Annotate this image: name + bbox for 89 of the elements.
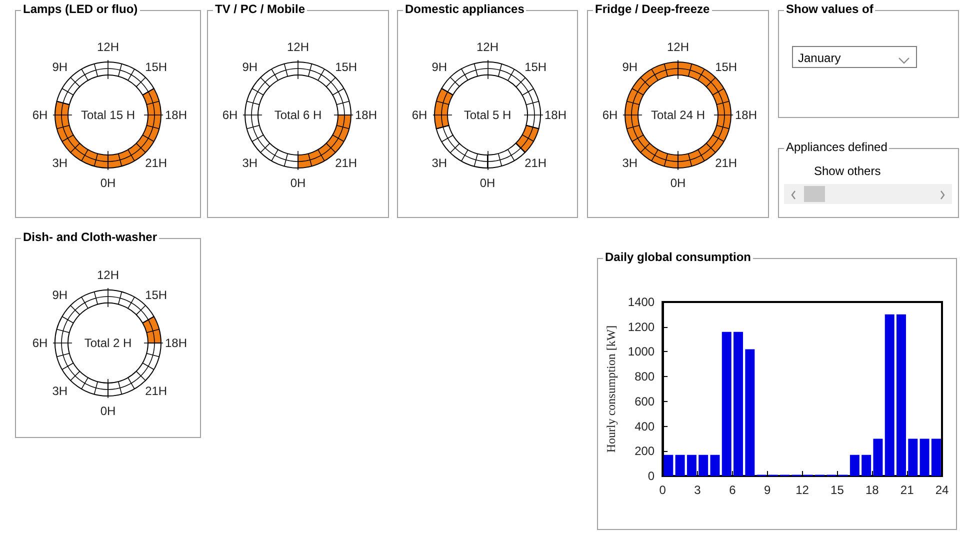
y-tick-label: 200	[634, 444, 655, 458]
y-tick-label: 0	[648, 469, 655, 483]
text: 3H	[52, 384, 68, 398]
text: 0H	[100, 176, 116, 190]
chart-title: Domestic appliances	[403, 2, 526, 17]
chart-title: Lamps (LED or fluo)	[21, 2, 140, 17]
text: 0H	[670, 176, 686, 190]
x-tick-label: 9	[764, 483, 772, 497]
text: 12H	[286, 40, 310, 54]
text: 9H	[52, 60, 68, 74]
text: 15H	[145, 60, 168, 74]
text: 6H	[602, 108, 618, 122]
x-tick-label: 3	[694, 483, 702, 497]
text: Total 2 H	[84, 336, 132, 350]
text: 3H	[432, 156, 448, 170]
text: 9H	[52, 288, 68, 302]
bar	[734, 332, 744, 476]
bar	[884, 314, 894, 476]
chart-title: Fridge / Deep-freeze	[593, 2, 712, 17]
bar	[675, 454, 685, 476]
y-axis-title: Hourly consumption [kW]	[604, 325, 618, 453]
chart-title: Daily global consumption	[603, 250, 754, 265]
x-tick-label: 24	[935, 483, 949, 497]
y-tick-label: 400	[634, 419, 655, 434]
text: January	[798, 51, 841, 65]
text: 6H	[32, 336, 48, 350]
y-tick-label: 600	[634, 394, 655, 408]
text: 3H	[52, 156, 68, 170]
text: 6H	[412, 108, 428, 122]
text: 15H	[715, 60, 738, 74]
text: Appliances defined	[784, 140, 890, 155]
bar	[686, 454, 696, 476]
y-tick-label: 800	[634, 370, 655, 384]
bar	[896, 314, 906, 476]
bar	[722, 332, 732, 476]
x-tick-label: 15	[830, 483, 844, 497]
text: 21H	[145, 384, 168, 398]
text: 18H	[354, 108, 378, 122]
text: 0H	[290, 176, 306, 190]
text: 18H	[164, 336, 188, 350]
text: Show others	[814, 164, 881, 178]
text: Total 5 H	[464, 108, 512, 122]
bar	[664, 454, 674, 476]
x-tick-label: 0	[659, 483, 666, 497]
text: 18H	[164, 108, 188, 122]
bar	[698, 454, 708, 476]
text: 9H	[242, 60, 258, 74]
text: 12H	[96, 40, 120, 54]
text: Total 6 H	[274, 108, 322, 122]
x-tick-label: 12	[796, 483, 810, 497]
text: Total 15 H	[80, 108, 136, 122]
y-tick-label: 1000	[628, 344, 655, 359]
text: 6H	[32, 108, 48, 122]
text: 9H	[432, 60, 448, 74]
text: 21H	[524, 156, 547, 170]
bar	[931, 438, 941, 476]
text: 12H	[476, 40, 499, 54]
text: Show values of	[784, 2, 876, 17]
text: 21H	[715, 156, 738, 170]
bar	[745, 349, 755, 476]
text: 15H	[524, 60, 547, 74]
x-tick-label: 18	[865, 483, 880, 497]
text: 12H	[666, 40, 690, 54]
text: 3H	[242, 156, 258, 170]
text: 21H	[335, 156, 358, 170]
bar	[908, 438, 918, 476]
y-tick-label: 1200	[628, 320, 655, 334]
text: 0H	[480, 176, 496, 190]
bar	[862, 454, 872, 476]
x-tick-label: 6	[729, 483, 736, 497]
x-tick-label: 21	[900, 483, 914, 497]
text: 15H	[145, 288, 168, 302]
text: 18H	[734, 108, 758, 122]
text: 18H	[544, 108, 567, 122]
text: 9H	[622, 60, 638, 74]
text: 15H	[335, 60, 358, 74]
text: 0H	[100, 404, 116, 418]
bar	[920, 438, 930, 476]
y-tick-label: 1400	[628, 295, 655, 309]
chart-title: TV / PC / Mobile	[213, 2, 308, 17]
text: 6H	[222, 108, 238, 122]
text: 12H	[96, 268, 120, 282]
bar	[873, 438, 883, 476]
text: 21H	[145, 156, 168, 170]
chart-title: Dish- and Cloth-washer	[21, 230, 160, 245]
bar	[710, 454, 720, 476]
bar	[850, 454, 860, 476]
text: 3H	[622, 156, 638, 170]
text: Total 24 H	[650, 108, 706, 122]
